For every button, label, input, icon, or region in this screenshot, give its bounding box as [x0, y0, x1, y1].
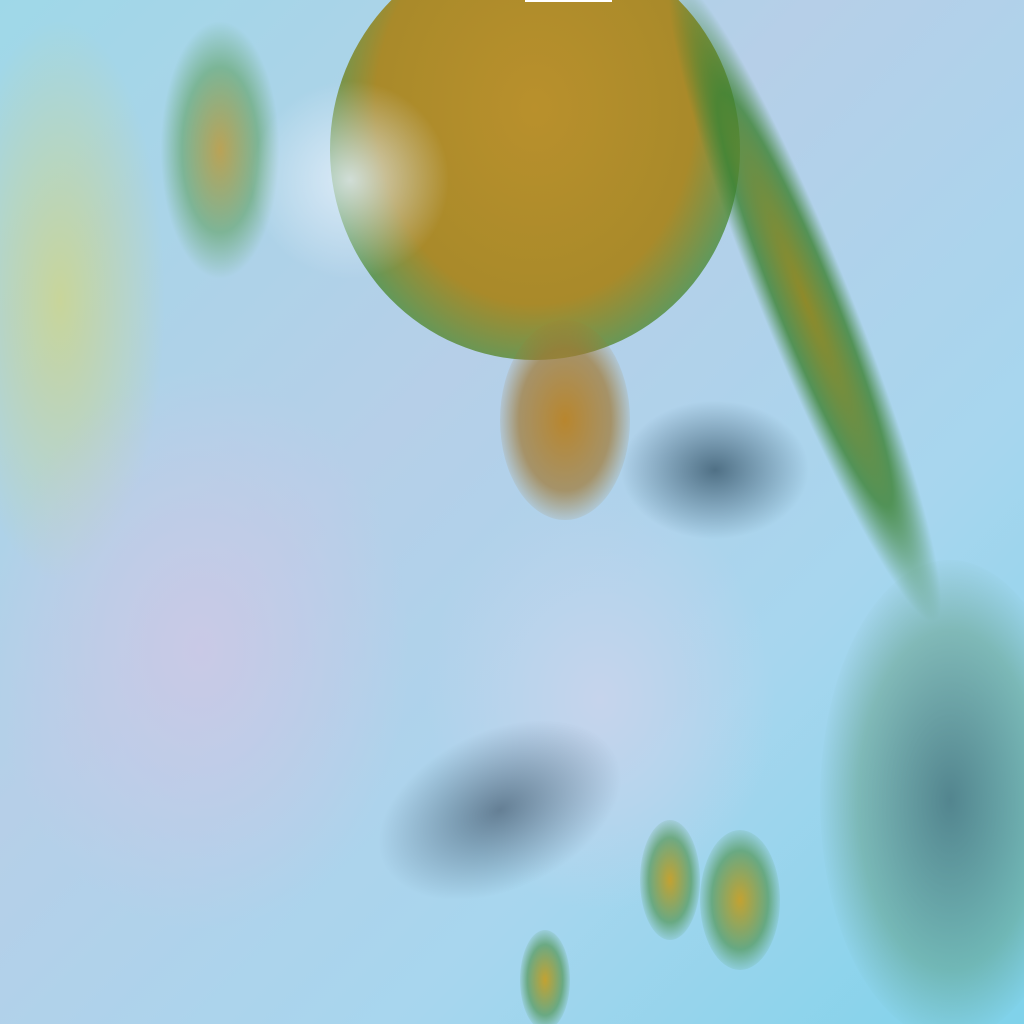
white-cloud	[250, 80, 450, 280]
cloud-tongue	[500, 320, 630, 520]
top-marker-bar	[525, 0, 612, 2]
dark-cloud-center	[620, 400, 810, 540]
cells-south-3	[520, 930, 570, 1024]
cells-south-1	[640, 820, 700, 940]
dark-cloud-south	[348, 682, 652, 938]
dark-streaks-southeast	[820, 560, 1024, 1024]
cells-south-2	[700, 830, 780, 970]
